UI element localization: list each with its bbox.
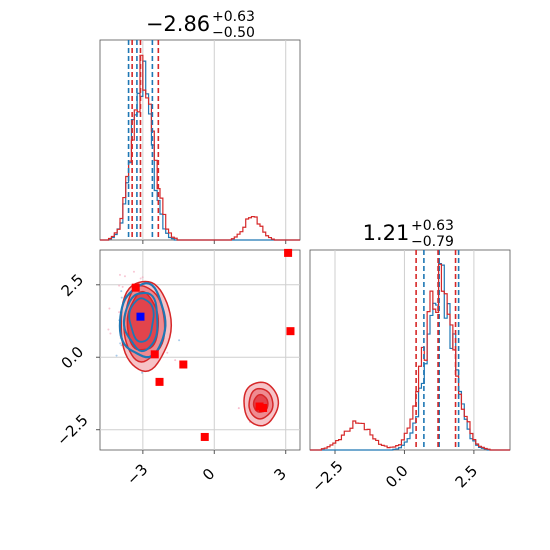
joint-red-marker — [286, 327, 295, 336]
joint-sample-point — [115, 354, 118, 357]
joint-panel: −3 0 3 2.5 0.0 −2.5 — [53, 248, 301, 489]
marginal-param-1-frame — [99, 39, 301, 241]
joint-sample-point — [109, 332, 112, 335]
title-param-2: 1.21 +0.63 −0.79 — [363, 218, 454, 250]
joint-sample-point — [139, 277, 142, 280]
title-param-2-median: 1.21 — [363, 221, 410, 245]
joint-sample-point — [120, 296, 123, 299]
joint-ytick-label: 0.0 — [58, 343, 88, 373]
joint-blue-marker — [136, 312, 145, 321]
joint-contour-blue — [122, 292, 159, 353]
joint-red-marker — [131, 283, 140, 292]
joint-ytick-label: 2.5 — [58, 270, 88, 300]
joint-sample-point — [132, 270, 135, 273]
joint-red-marker — [179, 360, 188, 369]
joint-sample-point — [118, 284, 121, 287]
title-param-1-median: −2.86 — [146, 12, 210, 36]
marginal-param-2-xtick-label: 2.5 — [452, 462, 482, 492]
joint-sample-point — [166, 351, 169, 354]
joint-sample-point — [120, 344, 123, 347]
joint-sample-point — [141, 276, 144, 279]
joint-xtick-label: 0 — [199, 465, 218, 484]
joint-sample-point — [118, 311, 121, 314]
title-param-1-minus: −0.50 — [212, 25, 255, 41]
title-param-1: −2.86 +0.63 −0.50 — [146, 9, 255, 41]
marginal-param-2-hist-red — [310, 263, 510, 451]
joint-sample-point — [121, 285, 124, 288]
joint-red-marker — [150, 350, 159, 359]
joint-sample-point — [107, 328, 110, 331]
marginal-param-1-hist-blue — [100, 60, 300, 241]
joint-sample-point — [178, 339, 181, 342]
joint-red-marker — [284, 248, 293, 257]
title-param-2-plus: +0.63 — [411, 218, 454, 234]
joint-ytick-label: −2.5 — [53, 411, 91, 449]
joint-red-marker — [155, 377, 164, 386]
joint-sample-point — [118, 273, 121, 276]
joint-xtick-label: −3 — [123, 460, 151, 488]
marginal-param-2-xtick-label: −2.5 — [308, 457, 346, 495]
joint-xtick-label: 3 — [270, 465, 289, 484]
joint-sample-point — [108, 307, 111, 310]
svg-text:−2.86: −2.86 — [146, 12, 210, 36]
joint-sample-point — [141, 371, 144, 374]
marginal-param-2-panel: −2.5 0.0 2.5 — [308, 249, 511, 496]
joint-red-marker — [200, 432, 209, 441]
marginal-param-2-xtick-label: 0.0 — [382, 462, 412, 492]
joint-red-marker — [259, 403, 268, 412]
marginal-param-1-hist-red — [100, 54, 300, 241]
joint-sample-point — [237, 407, 240, 410]
joint-sample-point — [119, 342, 122, 345]
title-param-2-minus: −0.79 — [411, 234, 454, 250]
joint-sample-point — [174, 359, 177, 362]
joint-sample-point — [120, 290, 123, 293]
title-param-1-plus: +0.63 — [212, 9, 255, 25]
marginal-param-1-panel — [99, 39, 301, 244]
marginal-param-2-frame — [309, 249, 511, 451]
joint-sample-point — [123, 275, 126, 278]
joint-contour-blue — [128, 297, 155, 343]
